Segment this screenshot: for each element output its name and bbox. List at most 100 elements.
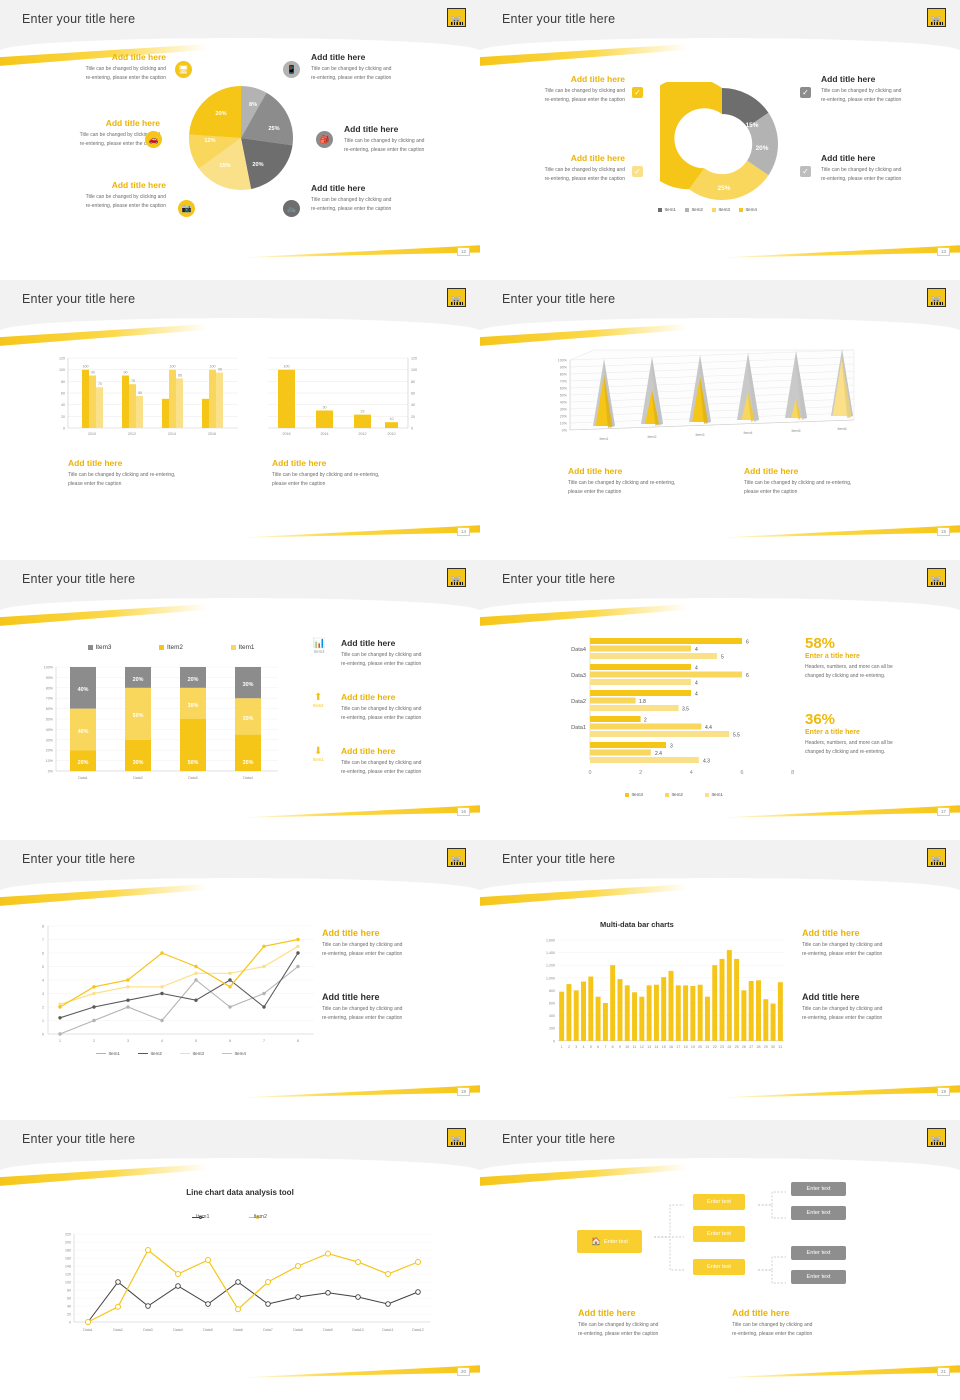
horizontal-bar-chart: 6 4 5 Data4 4 6 4 Data3 [571,636,794,776]
item-caption: Title can be changed by clicking and re-e… [311,66,392,82]
svg-text:Data1: Data1 [78,776,88,780]
svg-text:4: 4 [695,647,698,653]
svg-text:40%: 40% [78,729,89,735]
svg-text:0: 0 [69,1321,71,1325]
svg-text:12%: 12% [204,138,215,144]
svg-text:5: 5 [721,655,724,661]
svg-text:80%: 80% [46,686,54,690]
bar [748,980,754,1041]
svg-text:0: 0 [589,770,592,776]
wolf-logo-icon: 🐺 [927,8,946,27]
svg-text:2: 2 [639,770,642,776]
svg-text:85: 85 [178,373,182,377]
slide-pie: Enter your title here 🐺 12 Add title her… [0,0,480,280]
svg-text:90%: 90% [46,676,54,680]
svg-text:0: 0 [42,1033,44,1037]
svg-text:90: 90 [124,371,128,375]
single-bar-chart: 0 20 40 60 80 100 120 100 30 23 [268,357,417,436]
check-box-icon[interactable]: ✓ [800,87,811,98]
caption-title: Add title here [744,466,799,476]
legend-label: Item1 [711,792,724,797]
svg-text:40: 40 [61,403,65,407]
flow-mid-node[interactable]: Enter text [693,1194,745,1210]
bar [668,970,674,1041]
phone-icon: 📱 [283,61,300,78]
slide-body [480,598,960,830]
flow-leaf-node[interactable]: Enter text [791,1182,846,1196]
x-tick-label: 31 [778,1045,782,1049]
svg-text:Item5: Item5 [792,429,801,433]
svg-text:80: 80 [61,380,65,384]
bar [566,984,572,1041]
wolf-logo-icon: 🐺 [447,8,466,27]
slide-cone-chart: Enter your title here 🐺 15 [480,280,960,560]
check-box-icon[interactable]: ✓ [632,87,643,98]
bar [661,977,667,1041]
svg-text:8: 8 [297,1039,299,1043]
node-label: Enter text [707,1199,731,1205]
flow-leaf-node[interactable]: Enter text [791,1246,846,1260]
svg-text:7: 7 [42,938,44,942]
svg-text:20%: 20% [46,749,54,753]
flow-mid-node[interactable]: Enter text [693,1259,745,1275]
svg-text:80: 80 [67,1289,71,1293]
legend-label: Item1 [196,1214,210,1220]
multi-line-chart: 0 1 2 3 4 5 6 7 8 1 2 3 4 5 6 [42,925,314,1043]
item-caption: Title can be changed by clicking and re-e… [821,167,902,183]
item-caption: Title can be changed by clicking and re-e… [341,652,422,668]
caption-title: Add title here [68,458,123,468]
legend-label: Item1 [664,207,677,212]
caption-text: Title can be changed by clicking and re-… [744,480,852,496]
flow-leaf-node[interactable]: Enter text [791,1206,846,1220]
check-box-icon[interactable]: ✓ [632,166,643,177]
donut-chart: 15% 20% 25% 40% [660,82,778,201]
flow-leaf-node[interactable]: Enter text [791,1270,846,1284]
svg-text:2010: 2010 [388,432,396,436]
item-caption: Title can be changed by clicking and re-e… [344,138,425,154]
flow-mid-node[interactable]: Enter text [693,1226,745,1242]
x-tick-label: 21 [705,1045,709,1049]
bar [697,984,703,1041]
svg-text:50%: 50% [188,760,199,766]
svg-text:10%: 10% [46,759,54,763]
flow-root-node[interactable]: 🏠 Enter text [577,1230,642,1253]
x-tick-label: 30 [771,1045,775,1049]
svg-text:1,400: 1,400 [546,951,555,955]
stacked-legend: Item3 Item2 Item1 [88,644,254,651]
bar [683,985,689,1041]
svg-text:0: 0 [411,427,413,431]
svg-text:2010: 2010 [88,432,96,436]
x-tick-label: 13 [647,1045,651,1049]
svg-text:3: 3 [42,992,44,996]
page-number: 20 [456,1367,470,1376]
svg-text:50%: 50% [560,394,568,398]
svg-text:75: 75 [131,379,135,383]
svg-text:Item4: Item4 [744,431,753,435]
block-caption: Title can be changed by clicking and re-e… [802,942,883,958]
stat-value: 58% [805,635,836,652]
x-tick-label: 1 [561,1045,563,1049]
x-tick-label: 6 [597,1045,599,1049]
bar [719,958,725,1041]
svg-text:Data2: Data2 [571,699,586,705]
stat-caption: Headers, numbers, and more can all be cha… [805,740,893,756]
caption-title: Add title here [568,466,623,476]
svg-text:5.5: 5.5 [733,733,740,739]
svg-text:30%: 30% [133,760,144,766]
svg-text:10: 10 [390,417,394,421]
bar [734,958,740,1041]
svg-text:0%: 0% [48,770,54,774]
item-caption: Title can be changed by clicking and re-e… [311,197,392,213]
check-box-icon[interactable]: ✓ [800,166,811,177]
node-label: Enter text [707,1231,731,1237]
svg-text:6: 6 [746,673,749,679]
page-number: 15 [936,527,950,536]
svg-text:4: 4 [695,692,698,698]
svg-text:2: 2 [93,1039,95,1043]
stat-title: Enter a title here [805,729,860,736]
caption-title: Add title here [272,458,327,468]
svg-text:3.5: 3.5 [682,707,689,713]
svg-text:0%: 0% [562,429,568,433]
x-tick-label: 28 [756,1045,760,1049]
item-title: Add title here [341,692,396,702]
